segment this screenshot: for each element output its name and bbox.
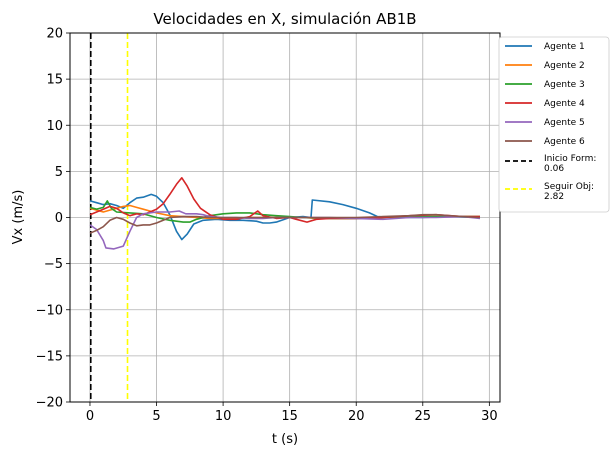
x-axis-label: t (s) xyxy=(272,432,298,447)
legend-label: Agente 6 xyxy=(544,137,585,147)
y-tick-label: 15 xyxy=(46,73,63,88)
y-tick-label: −20 xyxy=(36,396,63,411)
x-tick-label: 20 xyxy=(348,409,365,424)
legend-label: Seguir Obj: 2.82 xyxy=(544,182,594,202)
y-tick-label: 20 xyxy=(46,27,63,42)
legend-label: Agente 1 xyxy=(544,42,585,52)
x-tick-label: 15 xyxy=(281,409,298,424)
legend-box xyxy=(498,36,610,213)
legend-label: Agente 4 xyxy=(544,99,585,109)
x-tick-label: 5 xyxy=(152,409,160,424)
x-tick-label: 25 xyxy=(415,409,432,424)
legend-label: Agente 3 xyxy=(544,80,585,90)
y-tick-label: 5 xyxy=(55,165,63,180)
series-line-5 xyxy=(89,210,481,250)
y-tick-label: −10 xyxy=(36,303,63,318)
y-tick-label: 0 xyxy=(55,211,63,226)
legend-label: Agente 2 xyxy=(544,61,585,71)
axis-ticks: 0 5 10 15 20 25 30 −20 −15 −10 −5 0 5 10 15 20 xyxy=(36,27,498,425)
legend-label: Inicio Form: 0.06 xyxy=(544,154,596,174)
chart-title: Velocidades en X, simulación AB1B xyxy=(153,10,416,28)
series-lines xyxy=(89,177,481,250)
y-tick-label: −5 xyxy=(44,257,63,272)
y-tick-label: −15 xyxy=(36,349,63,364)
y-tick-label: 10 xyxy=(46,119,63,134)
x-tick-label: 30 xyxy=(481,409,498,424)
legend: Agente 1 Agente 2 Agente 3 Agente 4 Agente 5… xyxy=(498,36,610,213)
reference-lines xyxy=(89,33,129,402)
legend-label: Agente 5 xyxy=(544,118,585,128)
y-axis-label: Vx (m/s) xyxy=(11,190,26,245)
x-tick-label: 10 xyxy=(215,409,232,424)
x-tick-label: 0 xyxy=(86,409,94,424)
series-line-6 xyxy=(89,213,481,234)
